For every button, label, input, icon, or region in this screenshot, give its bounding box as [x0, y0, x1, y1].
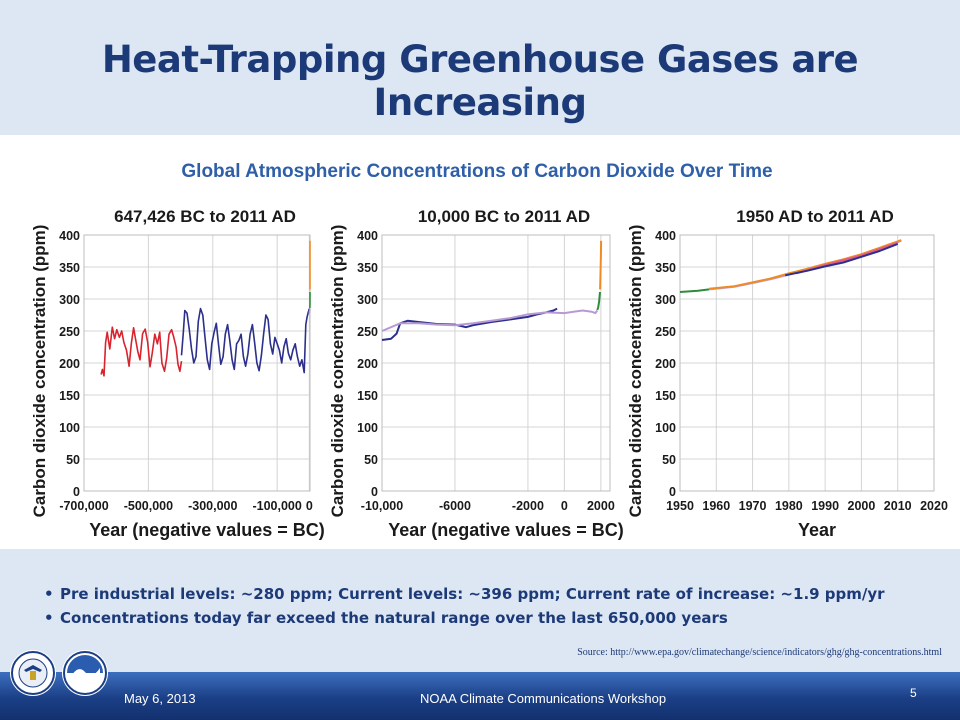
y-tick-label: 150 [59, 389, 80, 403]
series-line [679, 288, 710, 293]
series-line [599, 240, 603, 290]
y-tick-label: 400 [357, 229, 378, 243]
panel-title: 10,000 BC to 2011 AD [418, 207, 590, 226]
series-line [784, 243, 899, 277]
bullet-list: Pre industrial levels: ~280 ppm; Current… [44, 582, 944, 630]
x-tick-label: -6000 [439, 499, 471, 513]
figure-title: Global Atmospheric Concentrations of Car… [181, 161, 772, 182]
x-tick-label: 2000 [848, 499, 876, 513]
x-tick-label: 0 [306, 499, 313, 513]
plot-frame [381, 234, 611, 492]
series-line [180, 307, 311, 374]
series-line [708, 239, 902, 290]
x-tick-label: 1980 [775, 499, 803, 513]
y-axis-label: Carbon dioxide concentration (ppm) [328, 225, 347, 518]
x-tick-label: 2000 [587, 499, 615, 513]
x-axis-label: Year (negative values = BC) [89, 520, 325, 540]
series-line [708, 239, 902, 291]
y-tick-label: 350 [59, 261, 80, 275]
x-tick-label: 0 [561, 499, 568, 513]
y-tick-label: 0 [669, 485, 676, 499]
panel-title: 647,426 BC to 2011 AD [114, 207, 296, 226]
y-tick-label: 400 [655, 229, 676, 243]
y-tick-label: 250 [655, 325, 676, 339]
x-tick-label: 1990 [811, 499, 839, 513]
y-tick-label: 300 [59, 293, 80, 307]
co2-chart-svg: Global Atmospheric Concentrations of Car… [30, 161, 948, 540]
series-line [100, 326, 183, 377]
x-tick-label: 2020 [920, 499, 948, 513]
y-tick-label: 300 [655, 293, 676, 307]
series-line [381, 309, 599, 332]
x-tick-label: -2000 [512, 499, 544, 513]
panel-title: 1950 AD to 2011 AD [736, 207, 893, 226]
footer-event: NOAA Climate Communications Workshop [420, 691, 667, 706]
noaa-logo-icon [62, 650, 108, 696]
footer-date: May 6, 2013 [124, 691, 196, 706]
page-number: 5 [910, 686, 917, 700]
y-tick-label: 350 [357, 261, 378, 275]
y-tick-label: 300 [357, 293, 378, 307]
y-tick-label: 200 [59, 357, 80, 371]
x-tick-label: -10,000 [361, 499, 403, 513]
plot-frame [679, 234, 935, 492]
source-citation: Source: http://www.epa.gov/climatechange… [577, 647, 942, 658]
x-tick-label: 1970 [739, 499, 767, 513]
y-tick-label: 100 [357, 421, 378, 435]
y-tick-label: 100 [655, 421, 676, 435]
x-tick-label: -500,000 [124, 499, 173, 513]
y-tick-label: 400 [59, 229, 80, 243]
x-tick-label: -100,000 [252, 499, 301, 513]
x-axis-label: Year [798, 520, 836, 540]
x-tick-label: 1950 [666, 499, 694, 513]
y-tick-label: 0 [73, 485, 80, 499]
y-tick-label: 50 [66, 453, 80, 467]
x-axis-label: Year (negative values = BC) [388, 520, 624, 540]
slide-title: Heat-Trapping Greenhouse Gases are Incre… [101, 38, 859, 124]
x-tick-label: 2010 [884, 499, 912, 513]
footer-bar: May 6, 2013 NOAA Climate Communications … [0, 672, 960, 720]
x-tick-label: -300,000 [188, 499, 237, 513]
bullet-item: Pre industrial levels: ~280 ppm; Current… [44, 582, 944, 606]
y-tick-label: 350 [655, 261, 676, 275]
y-tick-label: 200 [357, 357, 378, 371]
y-tick-label: 0 [371, 485, 378, 499]
series-line [596, 291, 601, 311]
y-tick-label: 250 [357, 325, 378, 339]
series-line [308, 309, 311, 314]
y-tick-label: 50 [364, 453, 378, 467]
y-axis-label: Carbon dioxide concentration (ppm) [30, 225, 49, 518]
y-axis-label: Carbon dioxide concentration (ppm) [626, 225, 645, 518]
y-tick-label: 200 [655, 357, 676, 371]
y-tick-label: 250 [59, 325, 80, 339]
y-tick-label: 100 [59, 421, 80, 435]
y-tick-label: 150 [655, 389, 676, 403]
chart-figure: Global Atmospheric Concentrations of Car… [0, 135, 960, 549]
x-tick-label: -700,000 [59, 499, 108, 513]
department-of-commerce-seal-icon [10, 650, 56, 696]
y-tick-label: 150 [357, 389, 378, 403]
plot-frame [83, 234, 311, 492]
bullet-item: Concentrations today far exceed the natu… [44, 606, 944, 630]
x-tick-label: 1960 [702, 499, 730, 513]
y-tick-label: 50 [662, 453, 676, 467]
